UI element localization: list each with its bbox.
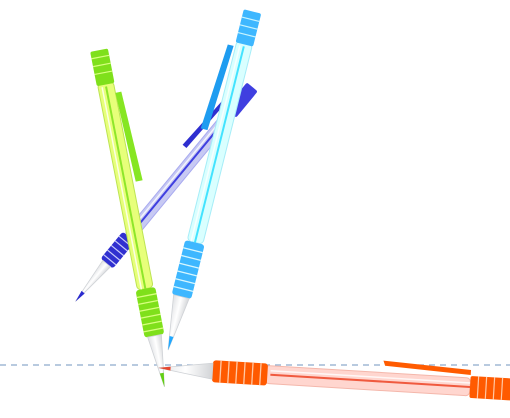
green-pen xyxy=(90,48,165,388)
green-pen-stripe xyxy=(105,86,147,289)
orange-pen-stripe xyxy=(270,373,471,388)
cyan-pen-tip xyxy=(168,336,174,351)
green-pen-cap xyxy=(90,48,115,86)
blue-pen xyxy=(75,83,257,302)
green-pen-tip xyxy=(159,372,165,387)
cyan-pen-clip xyxy=(200,44,234,131)
cyan-pen-tip-cone xyxy=(167,294,190,351)
green-pen-tip-cone xyxy=(147,334,165,388)
cyan-pen-stripe xyxy=(193,46,245,243)
green-pen-clip xyxy=(115,91,143,182)
orange-pen-tip-cone xyxy=(158,362,214,380)
orange-pen-tip xyxy=(158,366,171,371)
blue-pen-tip-cone xyxy=(75,259,112,302)
orange-pen-cap xyxy=(469,376,510,401)
cyan-pen xyxy=(167,9,261,351)
cyan-pen-cap xyxy=(235,9,261,47)
blue-pen-tip xyxy=(75,290,85,302)
orange-pen-clip xyxy=(383,360,472,375)
cyan-pen-grip xyxy=(172,240,205,299)
orange-pen-grip xyxy=(211,360,268,386)
orange-pen xyxy=(158,360,510,401)
blue-pen-stripe xyxy=(128,117,228,238)
